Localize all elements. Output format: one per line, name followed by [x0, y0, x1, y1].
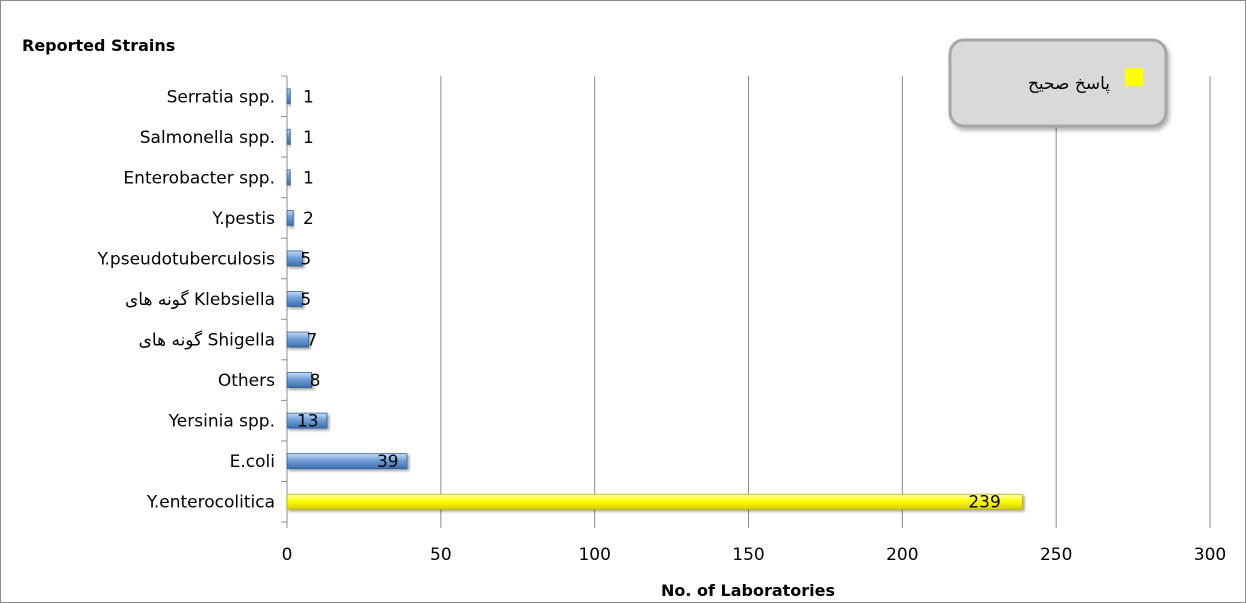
- x-tick-labels: 0 50 100 150 200 250 300: [282, 545, 1227, 565]
- category-label: Salmonella spp.: [140, 128, 275, 148]
- value-label: 39: [377, 452, 399, 472]
- chart-title: Reported Strains: [22, 36, 175, 55]
- bar: [286, 291, 303, 307]
- value-label: 1: [303, 168, 314, 188]
- x-tick-label: 300: [1194, 545, 1226, 565]
- category-label: Serratia spp.: [167, 87, 275, 107]
- value-label: 5: [300, 249, 311, 269]
- legend-swatch: [1125, 68, 1143, 86]
- bar: [286, 250, 303, 267]
- category-label: Y.pestis: [211, 209, 275, 229]
- bar: [286, 128, 291, 145]
- x-tick-label: 150: [732, 545, 764, 565]
- value-label: 8: [310, 371, 321, 391]
- category-labels: Serratia spp. Salmonella spp. Enterobacter…: [97, 87, 276, 512]
- legend-label: پاسخ صحیح: [1028, 74, 1110, 94]
- legend: پاسخ صحیح: [948, 38, 1168, 128]
- bar: [286, 331, 309, 348]
- value-label: 2: [303, 209, 314, 229]
- x-tick-label: 0: [282, 545, 293, 565]
- value-label: 7: [307, 331, 318, 351]
- x-tick-label: 50: [430, 545, 452, 565]
- bars: [286, 88, 1023, 510]
- value-label: 239: [968, 493, 1000, 513]
- x-axis-title: No. of Laboratories: [661, 581, 835, 600]
- value-label: 1: [303, 128, 314, 148]
- category-label: Yersinia spp.: [168, 412, 275, 432]
- bar: [286, 169, 291, 186]
- value-label: 5: [300, 290, 311, 310]
- bar: [286, 210, 294, 226]
- x-tick-label: 250: [1040, 545, 1072, 565]
- value-label: 13: [297, 412, 319, 432]
- legend-box: [948, 38, 1168, 128]
- grid-lines: [281, 75, 1211, 528]
- category-label: گونه های Shigella: [139, 330, 275, 351]
- category-label: Y.pseudotuberculosis: [97, 249, 276, 269]
- category-label: Y.enterocolitica: [146, 493, 275, 513]
- x-tick-label: 200: [886, 545, 918, 565]
- category-label: گونه های Klebsiella: [125, 289, 275, 310]
- category-label: E.coli: [230, 452, 275, 472]
- category-label: Others: [218, 371, 275, 391]
- bar: [286, 453, 408, 470]
- value-label: 1: [303, 87, 314, 107]
- bar: [286, 88, 291, 105]
- bar: [286, 372, 313, 388]
- bar: [286, 412, 328, 429]
- value-labels: 1 1 1 2 5 5 7 8 13 39 239: [297, 87, 1001, 512]
- category-label: Enterobacter spp.: [123, 168, 275, 188]
- x-tick-label: 100: [578, 545, 610, 565]
- bar: [286, 493, 1023, 510]
